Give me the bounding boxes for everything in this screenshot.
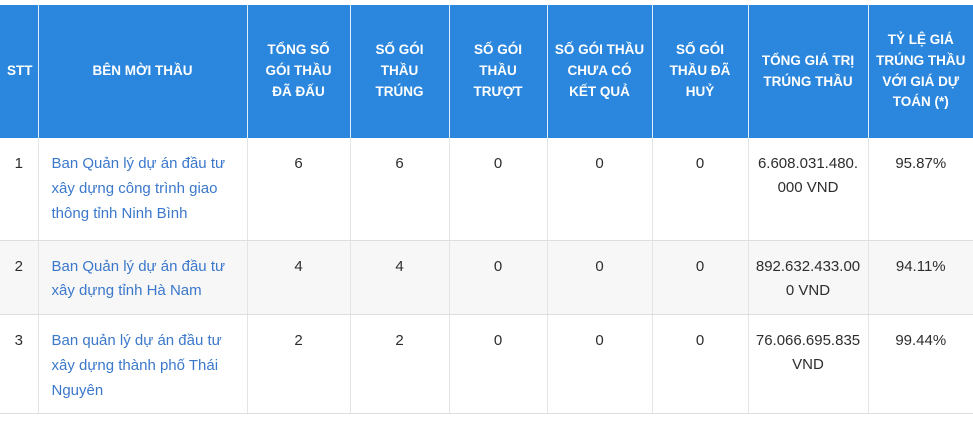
- column-header-tong-gia-tri-trung-thau: TỔNG GIÁ TRỊ TRÚNG THẦU: [747, 5, 868, 138]
- column-header-ben-moi-thau: BÊN MỜI THẦU: [37, 5, 247, 138]
- table-row: 3 Ban quản lý dự án đầu tư xây dựng thàn…: [0, 314, 973, 415]
- column-header-so-goi-thau-trung: SỐ GÓI THẦU TRÚNG: [349, 5, 449, 138]
- cell-total-packages: 2: [247, 314, 351, 415]
- procuring-entity-link[interactable]: Ban quản lý dự án đầu tư xây dựng thành …: [51, 332, 222, 399]
- cell-win-ratio: 94.11%: [868, 240, 973, 315]
- cell-total-value: 76.066.695.835 VND: [748, 314, 869, 415]
- table-body: 1 Ban Quản lý dự án đầu tư xây dựng công…: [0, 138, 973, 415]
- cell-cancelled-packages: 0: [652, 314, 749, 415]
- header-row: STT BÊN MỜI THẦU TỔNG SỐ GÓI THẦU ĐÃ ĐẤU…: [0, 5, 973, 138]
- procuring-entity-link[interactable]: Ban Quản lý dự án đầu tư xây dựng tỉnh H…: [51, 257, 226, 300]
- table-header: STT BÊN MỜI THẦU TỔNG SỐ GÓI THẦU ĐÃ ĐẤU…: [0, 5, 973, 138]
- tender-summary-table: STT BÊN MỜI THẦU TỔNG SỐ GÓI THẦU ĐÃ ĐẤU…: [0, 5, 973, 415]
- cell-procuring-entity: Ban Quản lý dự án đầu tư xây dựng công t…: [38, 138, 248, 241]
- cell-win-ratio: 95.87%: [868, 138, 973, 241]
- column-header-ty-le-gia-trung-thau: TỶ LỆ GIÁ TRÚNG THẦU VỚI GIÁ DỰ TOÁN (*): [867, 5, 973, 138]
- cell-stt: 1: [0, 138, 39, 241]
- column-header-tong-so-goi-thau-da-dau: TỔNG SỐ GÓI THẦU ĐÃ ĐẤU: [246, 5, 350, 138]
- tender-summary-page: STT BÊN MỜI THẦU TỔNG SỐ GÓI THẦU ĐÃ ĐẤU…: [0, 5, 973, 423]
- column-header-stt: STT: [0, 5, 38, 138]
- cell-pending-packages: 0: [547, 314, 653, 415]
- column-header-so-goi-thau-da-huy: SỐ GÓI THẦU ĐÃ HUỶ: [651, 5, 748, 138]
- cell-procuring-entity: Ban Quản lý dự án đầu tư xây dựng tỉnh H…: [38, 240, 248, 315]
- procuring-entity-link[interactable]: Ban Quản lý dự án đầu tư xây dựng công t…: [51, 155, 226, 222]
- cell-total-packages: 4: [247, 240, 351, 315]
- cell-procuring-entity: Ban quản lý dự án đầu tư xây dựng thành …: [38, 314, 248, 415]
- cell-pending-packages: 0: [547, 240, 653, 315]
- cell-lost-packages: 0: [449, 240, 548, 315]
- cell-lost-packages: 0: [449, 138, 548, 241]
- cell-total-value: 6.608.031.480.000 VND: [748, 138, 869, 241]
- column-header-so-goi-thau-chua-co-ket-qua: SỐ GÓI THẦU CHƯA CÓ KẾT QUẢ: [546, 5, 652, 138]
- cell-total-packages: 6: [247, 138, 351, 241]
- cell-won-packages: 4: [350, 240, 450, 315]
- cell-stt: 3: [0, 314, 39, 415]
- cell-won-packages: 6: [350, 138, 450, 241]
- cell-win-ratio: 99.44%: [868, 314, 973, 415]
- cell-total-value: 892.632.433.000 VND: [748, 240, 869, 315]
- column-header-so-goi-thau-truot: SỐ GÓI THẦU TRƯỢT: [448, 5, 547, 138]
- cell-cancelled-packages: 0: [652, 240, 749, 315]
- cell-stt: 2: [0, 240, 39, 315]
- table-row: 1 Ban Quản lý dự án đầu tư xây dựng công…: [0, 138, 973, 241]
- cell-lost-packages: 0: [449, 314, 548, 415]
- cell-cancelled-packages: 0: [652, 138, 749, 241]
- footnote: (*)Chỉ tính dựa trên các gói có công bố …: [0, 414, 973, 423]
- table-row: 2 Ban Quản lý dự án đầu tư xây dựng tỉnh…: [0, 240, 973, 315]
- cell-won-packages: 2: [350, 314, 450, 415]
- cell-pending-packages: 0: [547, 138, 653, 241]
